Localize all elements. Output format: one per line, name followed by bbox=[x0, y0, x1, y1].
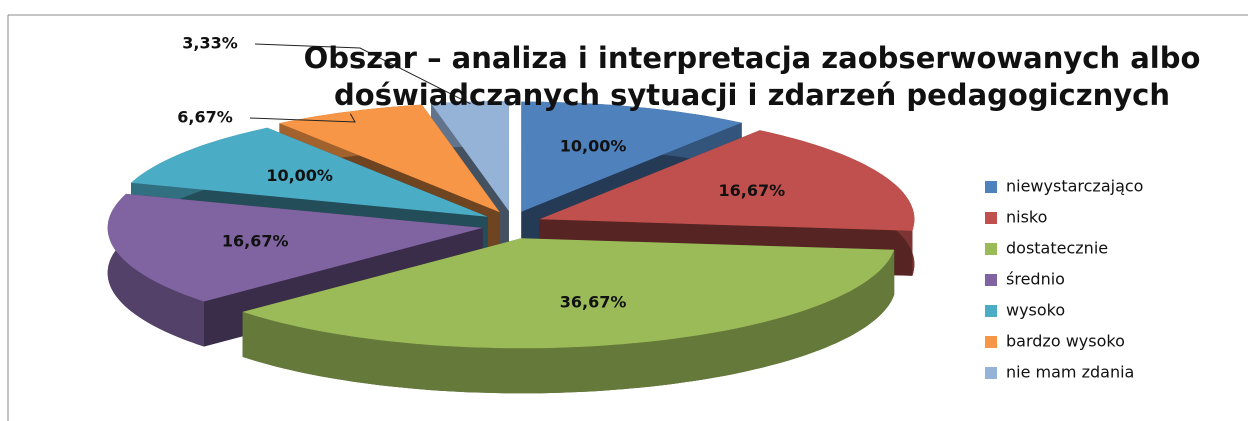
data-label: 3,33% bbox=[182, 34, 238, 53]
legend-label: średnio bbox=[1006, 270, 1065, 289]
slice-top bbox=[521, 101, 742, 212]
slice-top bbox=[431, 101, 509, 212]
slice-top bbox=[131, 127, 488, 217]
legend-label: niewystarczająco bbox=[1006, 177, 1143, 196]
data-label: 16,67% bbox=[718, 181, 785, 200]
leader-line bbox=[249, 113, 356, 123]
slice-side bbox=[107, 193, 204, 347]
data-label: 6,67% bbox=[177, 108, 233, 127]
legend-label: nie mam zdania bbox=[1006, 363, 1134, 382]
slice-top bbox=[279, 104, 500, 213]
legend-swatch bbox=[985, 305, 997, 317]
slice-side bbox=[242, 249, 895, 394]
slice-top bbox=[539, 130, 915, 231]
legend-label: bardzo wysoko bbox=[1006, 332, 1125, 351]
legend-swatch bbox=[985, 336, 997, 348]
slice bbox=[242, 238, 895, 394]
leader-line bbox=[254, 43, 471, 105]
legend-swatch bbox=[985, 274, 997, 286]
legend-swatch bbox=[985, 243, 997, 255]
legend-label: wysoko bbox=[1006, 301, 1065, 320]
chart-title: Obszar – analiza i interpretacja zaobser… bbox=[303, 41, 1201, 112]
data-label: 36,67% bbox=[560, 293, 627, 312]
slice-top bbox=[107, 193, 483, 302]
legend-swatch bbox=[985, 367, 997, 379]
data-label: 10,00% bbox=[266, 166, 333, 185]
legend-swatch bbox=[985, 212, 997, 224]
slice-top bbox=[242, 238, 895, 349]
legend-label: dostatecznie bbox=[1006, 239, 1108, 258]
legend-swatch bbox=[985, 181, 997, 193]
data-label: 16,67% bbox=[222, 232, 289, 251]
legend-label: nisko bbox=[1006, 208, 1047, 227]
data-label: 10,00% bbox=[560, 136, 627, 155]
